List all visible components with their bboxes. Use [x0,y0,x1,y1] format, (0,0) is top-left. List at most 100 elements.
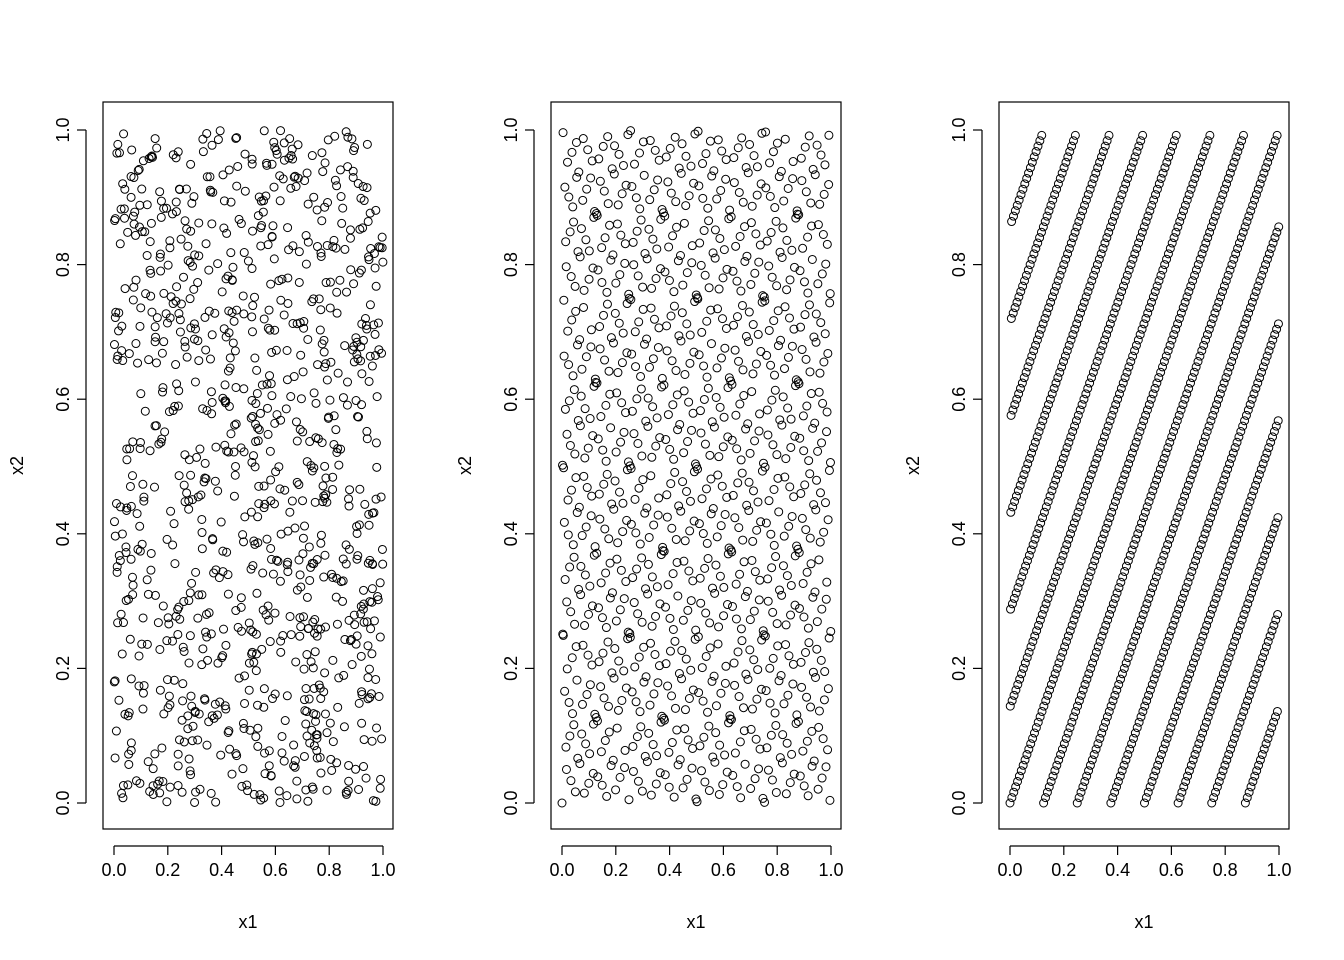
data-point [791,381,801,391]
data-point [810,418,820,428]
data-point [1012,394,1022,404]
data-point [653,510,663,520]
data-point [779,531,789,541]
data-point [114,308,124,318]
data-point [1135,427,1145,436]
data-point [150,590,160,600]
data-point [1247,297,1257,307]
data-point [312,730,322,740]
data-point [1098,340,1108,350]
data-point [1009,593,1019,603]
data-point [355,224,365,234]
data-point [1188,658,1198,668]
data-point [1087,373,1097,383]
data-point [1078,685,1088,695]
data-point [1205,227,1215,237]
data-point [1102,136,1112,146]
data-point [349,610,359,620]
data-point [819,527,829,537]
data-point [231,382,241,392]
data-point [571,473,581,483]
data-point [1090,362,1100,372]
data-point [1268,238,1278,248]
data-point [808,592,818,602]
data-point [240,149,250,159]
data-point [823,515,833,525]
data-point [1081,486,1091,496]
data-point [150,134,160,144]
data-point [662,346,672,356]
data-point [1136,615,1146,625]
data-point [568,371,578,381]
data-point [710,588,720,598]
data-point [266,475,276,485]
data-point [627,406,637,416]
data-point [1031,723,1041,733]
data-point [173,605,183,615]
data-point [305,575,315,585]
data-point [790,600,800,610]
data-point [344,776,354,786]
data-point [132,509,142,519]
data-point [1021,270,1031,280]
data-point [705,136,715,146]
data-point [690,634,700,644]
data-point [733,647,743,657]
data-point [167,209,177,219]
data-point [213,658,223,668]
data-point [1014,292,1024,302]
data-point [1253,281,1263,291]
data-point [1178,497,1188,506]
data-point [281,404,291,414]
data-point [1227,260,1237,270]
data-point [700,270,710,280]
data-point [187,701,197,711]
data-point [159,288,169,298]
data-point [1199,243,1209,253]
data-point [1221,276,1231,286]
data-point [1255,276,1265,286]
data-point [769,485,779,494]
data-point [647,283,657,293]
data-point [134,681,144,691]
data-point [1149,195,1159,205]
data-point [376,774,386,784]
data-point [1270,233,1280,243]
data-point [656,550,666,560]
data-point [709,422,719,432]
data-point [324,412,334,422]
y-tick-label: 0.8 [501,252,521,277]
data-point [1141,313,1151,323]
data-point [1226,550,1236,560]
data-point [1144,497,1154,506]
data-point [1121,755,1131,765]
data-point [1070,227,1080,237]
data-point [1237,712,1247,722]
data-point [198,147,208,157]
data-point [356,601,366,611]
data-point [703,554,713,564]
data-point [1170,518,1180,528]
data-point [820,498,830,508]
data-point [258,568,268,578]
data-point [776,166,786,176]
data-point [356,651,366,661]
data-point [734,187,744,197]
data-point [1081,292,1091,302]
data-point [1095,540,1105,550]
data-point [126,554,136,564]
data-point [708,583,718,593]
data-point [247,395,257,405]
data-point [575,335,585,345]
data-point [685,358,695,368]
data-point [371,438,381,448]
data-point [228,338,238,348]
data-point [1262,254,1272,264]
data-point [301,231,311,241]
data-point [1102,233,1112,243]
data-point [1080,776,1090,786]
data-point [1263,157,1273,167]
data-point [821,594,831,604]
data-point [1134,620,1144,630]
data-point [1202,620,1212,630]
